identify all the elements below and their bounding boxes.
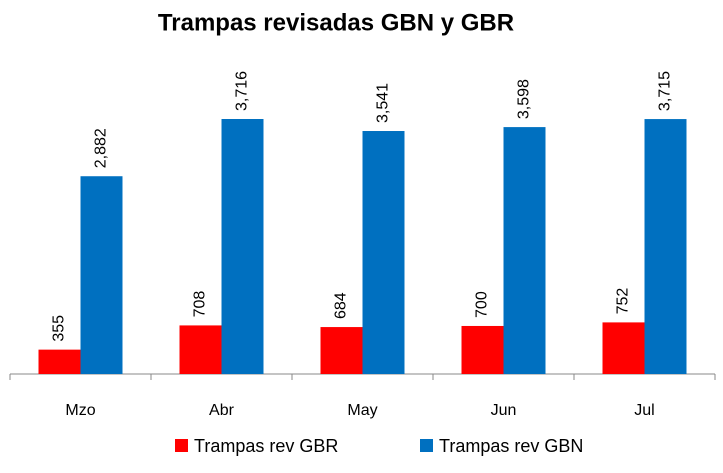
legend-swatch <box>420 439 433 452</box>
bar <box>38 349 81 374</box>
x-tick-label: May <box>347 402 377 419</box>
x-tick-label: Jun <box>491 402 517 419</box>
legend-label: Trampas rev GBN <box>439 436 583 456</box>
bar <box>80 176 123 374</box>
data-label: 708 <box>192 291 209 318</box>
legend-swatch <box>175 439 188 452</box>
x-tick-label: Jul <box>634 402 654 419</box>
data-label: 3,715 <box>657 71 674 111</box>
data-label: 3,598 <box>516 79 533 119</box>
bar <box>602 322 645 374</box>
data-label: 700 <box>474 291 491 318</box>
data-label: 3,716 <box>234 71 251 111</box>
bar <box>320 327 363 374</box>
data-label: 3,541 <box>375 83 392 123</box>
data-label: 355 <box>51 315 68 342</box>
bar <box>179 325 222 374</box>
bar <box>362 131 405 374</box>
data-label: 2,882 <box>93 128 110 168</box>
legend-label: Trampas rev GBR <box>194 436 338 456</box>
chart-title: Trampas revisadas GBN y GBR <box>158 9 514 36</box>
x-tick-label: Mzo <box>65 402 95 419</box>
x-tick-label: Abr <box>209 402 235 419</box>
bar <box>221 119 264 374</box>
bar <box>461 325 504 374</box>
data-label: 684 <box>333 292 350 319</box>
bar <box>503 127 546 375</box>
data-label: 752 <box>615 288 632 315</box>
bar <box>644 119 687 374</box>
